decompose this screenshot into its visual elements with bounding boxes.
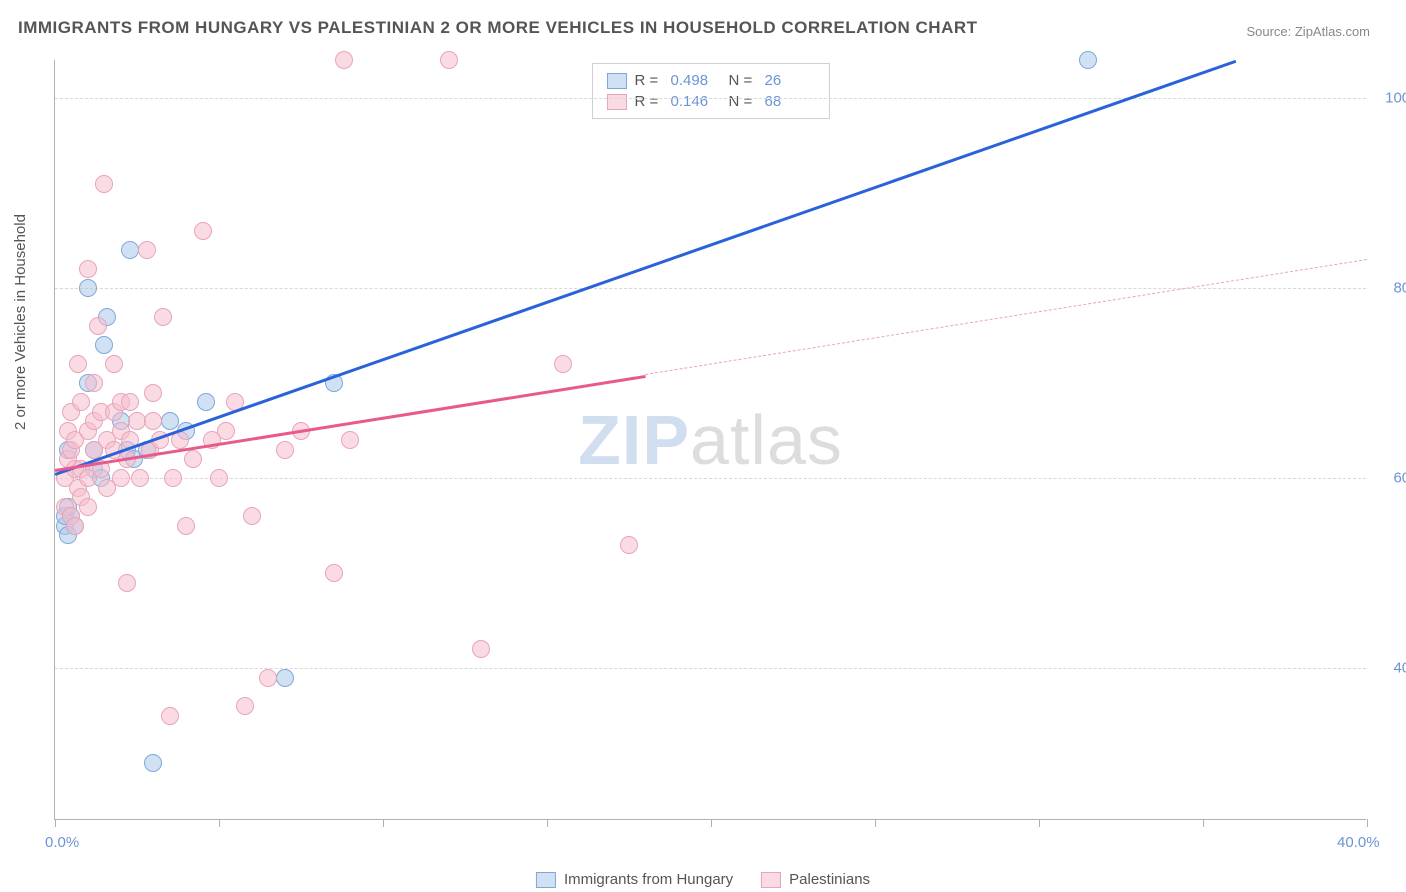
x-tick [547, 819, 548, 827]
y-axis-label: 2 or more Vehicles in Household [12, 214, 29, 430]
trend-line [645, 259, 1367, 375]
data-point [79, 279, 97, 297]
gridline [55, 288, 1366, 289]
data-point [472, 640, 490, 658]
swatch-palestinians [607, 94, 627, 110]
series-legend: Immigrants from Hungary Palestinians [536, 871, 870, 888]
r-value-hungary: 0.498 [671, 72, 721, 89]
data-point [144, 412, 162, 430]
data-point [620, 536, 638, 554]
x-tick-label: 40.0% [1337, 834, 1380, 851]
data-point [144, 754, 162, 772]
data-point [554, 355, 572, 373]
data-point [121, 393, 139, 411]
chart-title: IMMIGRANTS FROM HUNGARY VS PALESTINIAN 2… [18, 18, 978, 38]
legend-label-hungary: Immigrants from Hungary [564, 871, 733, 888]
n-value-hungary: 26 [765, 72, 815, 89]
x-tick-label: 0.0% [45, 834, 79, 851]
n-label: N = [729, 93, 757, 110]
n-value-palestinians: 68 [765, 93, 815, 110]
y-tick-label: 100.0% [1376, 90, 1406, 107]
data-point [325, 564, 343, 582]
data-point [177, 517, 195, 535]
source-label: Source: ZipAtlas.com [1246, 24, 1370, 39]
watermark-part2: atlas [690, 401, 843, 479]
x-tick [1039, 819, 1040, 827]
r-label: R = [635, 72, 663, 89]
data-point [105, 355, 123, 373]
gridline [55, 668, 1366, 669]
x-tick [1367, 819, 1368, 827]
chart-area: ZIPatlas R = 0.498 N = 26 R = 0.146 N = … [54, 60, 1366, 820]
data-point [85, 374, 103, 392]
data-point [184, 450, 202, 468]
correlation-legend: R = 0.498 N = 26 R = 0.146 N = 68 [592, 63, 830, 119]
x-tick [383, 819, 384, 827]
data-point [210, 469, 228, 487]
data-point [69, 355, 87, 373]
data-point [95, 175, 113, 193]
data-point [138, 241, 156, 259]
data-point [79, 498, 97, 516]
data-point [194, 222, 212, 240]
data-point [72, 393, 90, 411]
x-tick [711, 819, 712, 827]
watermark: ZIPatlas [578, 400, 843, 480]
r-value-palestinians: 0.146 [671, 93, 721, 110]
data-point [128, 412, 146, 430]
watermark-part1: ZIP [578, 401, 690, 479]
data-point [335, 51, 353, 69]
legend-item-hungary: Immigrants from Hungary [536, 871, 733, 888]
x-tick [875, 819, 876, 827]
data-point [1079, 51, 1097, 69]
data-point [164, 469, 182, 487]
data-point [79, 260, 97, 278]
data-point [161, 412, 179, 430]
gridline [55, 98, 1366, 99]
data-point [112, 469, 130, 487]
x-tick [55, 819, 56, 827]
data-point [197, 393, 215, 411]
data-point [89, 317, 107, 335]
legend-label-palestinians: Palestinians [789, 871, 870, 888]
legend-row-hungary: R = 0.498 N = 26 [607, 70, 815, 91]
data-point [121, 241, 139, 259]
y-tick-label: 40.0% [1376, 660, 1406, 677]
data-point [95, 336, 113, 354]
trend-line [55, 60, 1237, 476]
data-point [276, 441, 294, 459]
x-tick [219, 819, 220, 827]
y-tick-label: 80.0% [1376, 280, 1406, 297]
legend-row-palestinians: R = 0.146 N = 68 [607, 91, 815, 112]
data-point [66, 517, 84, 535]
n-label: N = [729, 72, 757, 89]
swatch-hungary [536, 872, 556, 888]
swatch-palestinians [761, 872, 781, 888]
data-point [440, 51, 458, 69]
data-point [217, 422, 235, 440]
data-point [131, 469, 149, 487]
x-tick [1203, 819, 1204, 827]
swatch-hungary [607, 73, 627, 89]
plot-region: ZIPatlas R = 0.498 N = 26 R = 0.146 N = … [54, 60, 1366, 820]
data-point [341, 431, 359, 449]
data-point [236, 697, 254, 715]
gridline [55, 478, 1366, 479]
data-point [259, 669, 277, 687]
r-label: R = [635, 93, 663, 110]
y-tick-label: 60.0% [1376, 470, 1406, 487]
data-point [243, 507, 261, 525]
data-point [161, 707, 179, 725]
data-point [276, 669, 294, 687]
data-point [144, 384, 162, 402]
data-point [154, 308, 172, 326]
data-point [118, 574, 136, 592]
legend-item-palestinians: Palestinians [761, 871, 870, 888]
